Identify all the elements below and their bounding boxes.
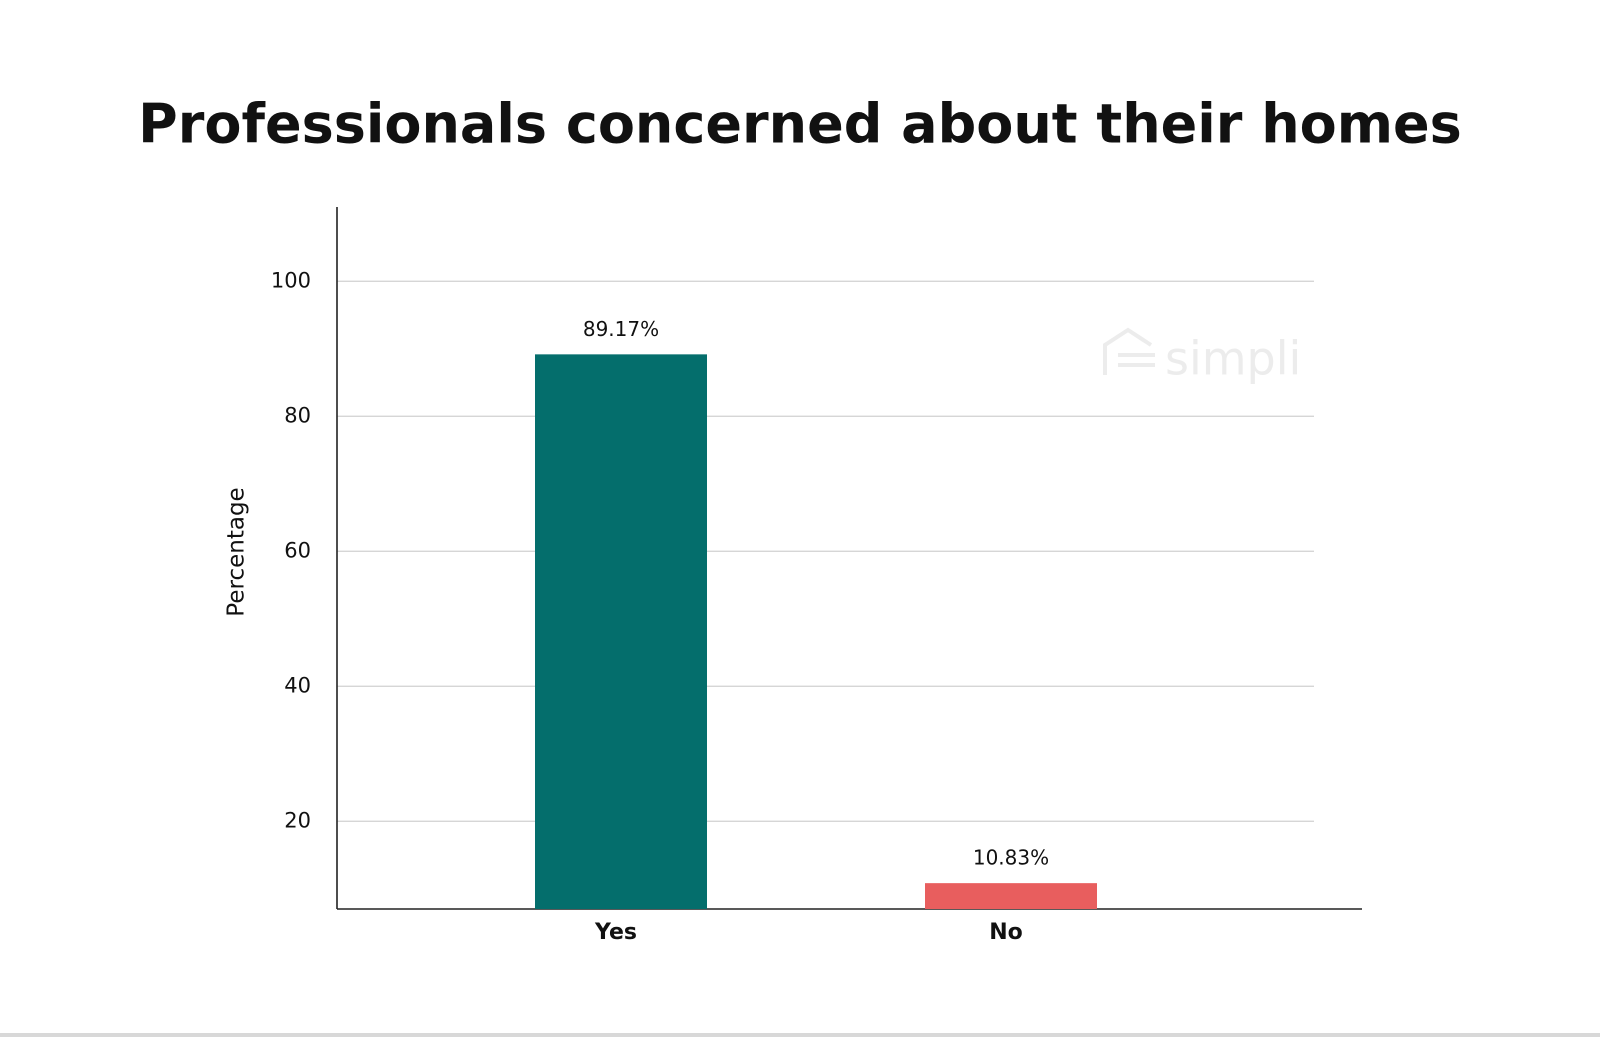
watermark: simpli xyxy=(1165,332,1301,386)
bar xyxy=(925,883,1097,909)
y-tick-label: 40 xyxy=(284,673,311,697)
watermark-icon xyxy=(1103,327,1155,375)
x-tick-label: Yes xyxy=(594,920,637,945)
value-label: 10.83% xyxy=(973,846,1049,870)
y-tick-label: 100 xyxy=(271,268,311,292)
y-tick-label: 60 xyxy=(284,538,311,562)
y-tick-label: 80 xyxy=(284,403,311,427)
chart-title: Professionals concerned about their home… xyxy=(138,93,1462,156)
y-tick-label: 20 xyxy=(284,808,311,832)
bottom-border xyxy=(0,1033,1600,1037)
value-label: 89.17% xyxy=(583,317,659,341)
x-tick-label: No xyxy=(989,920,1023,945)
bar xyxy=(535,354,707,909)
y-axis-label: Percentage xyxy=(224,487,250,616)
